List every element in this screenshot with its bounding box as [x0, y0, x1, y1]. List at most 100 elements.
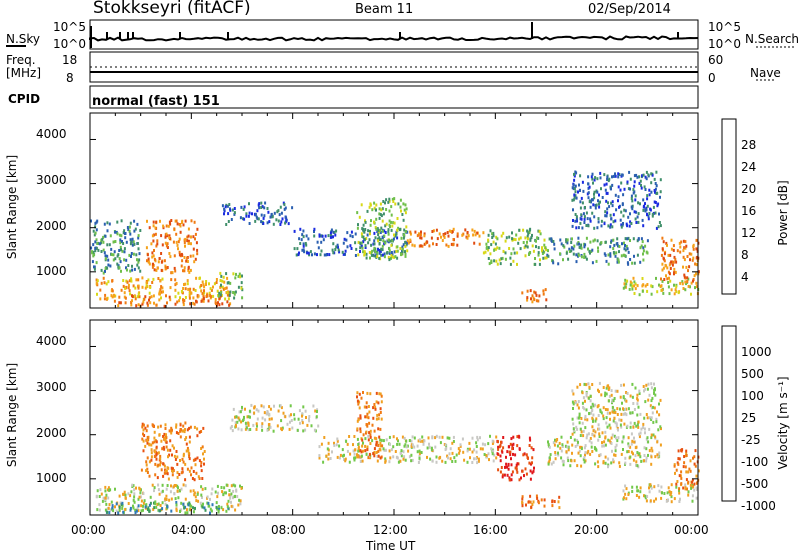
velocity-echo-cell — [567, 459, 570, 463]
velocity-echo-cell — [495, 456, 498, 460]
power-echo-cell — [116, 254, 119, 258]
power-echo-cell — [156, 239, 159, 243]
velocity-echo-cell — [318, 445, 321, 449]
velocity-echo-cell — [376, 454, 379, 458]
velocity-echo-cell — [579, 434, 582, 437]
power-echo-cell — [165, 244, 168, 248]
velocity-echo-cell — [643, 416, 646, 420]
velocity-echo-cell — [577, 440, 579, 444]
power-echo-cell — [600, 219, 603, 223]
velocity-echo-cell — [200, 469, 203, 473]
velocity-echo-cell — [260, 424, 263, 428]
velocity-echo-cell — [200, 447, 203, 450]
power-echo-cell — [324, 234, 327, 238]
power-echo-cell — [498, 246, 501, 250]
velocity-echo-cell — [537, 501, 540, 505]
velocity-echo-cell — [118, 494, 121, 498]
velocity-echo-cell — [255, 408, 258, 412]
power-echo-cell — [689, 258, 691, 262]
power-echo-cell — [155, 303, 158, 307]
power-echo-cell — [91, 260, 94, 264]
power-echo-cell — [547, 254, 550, 258]
velocity-echo-cell — [540, 498, 543, 502]
power-echo-cell — [624, 278, 627, 282]
power-echo-cell — [257, 217, 260, 221]
power-echo-cell — [668, 292, 671, 296]
power-echo-cell — [179, 230, 182, 234]
velocity-echo-cell — [612, 410, 615, 414]
velocity-echo-cell — [560, 435, 563, 439]
power-echo-cell — [184, 282, 187, 286]
velocity-echo-cell — [493, 453, 496, 457]
velocity-echo-cell — [677, 462, 680, 466]
velocity-echo-cell — [604, 461, 607, 465]
power-echo-cell — [160, 252, 163, 255]
velocity-echo-cell — [308, 415, 311, 418]
velocity-echo-cell — [644, 387, 647, 391]
power-echo-cell — [195, 276, 198, 280]
velocity-echo-cell — [369, 435, 372, 439]
power-echo-cell — [302, 248, 305, 252]
power-echo-cell — [526, 229, 529, 233]
velocity-echo-cell — [375, 391, 378, 395]
velocity-echo-cell — [615, 422, 618, 426]
velocity-echo-cell — [115, 502, 118, 506]
velocity-echo-cell — [590, 441, 593, 445]
power-echo-cell — [610, 187, 612, 191]
power-echo-cell — [605, 199, 608, 203]
velocity-echo-cell — [268, 405, 271, 409]
power-echo-cell — [279, 223, 282, 226]
velocity-echo-cell — [576, 403, 579, 407]
power-echo-cell — [372, 253, 375, 257]
power-echo-cell — [390, 251, 393, 254]
velocity-echo-cell — [399, 459, 402, 463]
velocity-echo-cell — [457, 447, 460, 451]
power-echo-cell — [369, 256, 371, 260]
velocity-echo-cell — [181, 467, 184, 471]
velocity-echo-cell — [515, 468, 518, 472]
power-echo-cell — [690, 292, 692, 296]
power-echo-cell — [377, 247, 380, 251]
power-echo-cell — [580, 243, 583, 247]
power-echo-cell — [670, 288, 673, 292]
power-echo-cell — [583, 221, 586, 224]
power-echo-cell — [609, 225, 612, 229]
velocity-echo-cell — [567, 445, 570, 449]
power-echo-cell — [169, 222, 172, 226]
power-echo-cell — [305, 243, 308, 247]
power-echo-cell — [373, 254, 376, 258]
velocity-echo-layer — [95, 381, 700, 515]
power-echo-cell — [536, 236, 539, 240]
velocity-echo-cell — [648, 427, 651, 431]
velocity-echo-cell — [382, 439, 385, 443]
velocity-echo-cell — [193, 493, 196, 497]
velocity-echo-cell — [580, 430, 583, 434]
power-echo-cell — [518, 228, 521, 232]
power-echo-cell — [628, 170, 631, 174]
power-echo-cell — [684, 240, 687, 244]
velocity-echo-cell — [420, 451, 423, 454]
velocity-echo-cell — [648, 490, 651, 494]
power-echo-cell — [654, 201, 657, 204]
power-echo-cell — [609, 185, 612, 189]
velocity-echo-cell — [659, 398, 662, 402]
power-echo-cell — [194, 232, 197, 236]
power-echo-cell — [603, 252, 606, 256]
power-echo-cell — [688, 265, 691, 269]
power-echo-cell — [560, 242, 563, 246]
velocity-echo-cell — [576, 385, 579, 389]
power-echo-cell — [313, 227, 316, 231]
power-echo-cell — [151, 251, 154, 255]
velocity-echo-cell — [652, 420, 655, 424]
power-echo-cell — [344, 249, 347, 253]
velocity-echo-cell — [371, 423, 374, 427]
velocity-echo-cell — [384, 448, 387, 452]
power-echo-cell — [336, 243, 339, 247]
power-echo-cell — [592, 239, 595, 243]
power-echo-cell — [127, 228, 130, 231]
power-echo-cell — [509, 256, 512, 260]
power-echo-cell — [682, 255, 685, 259]
velocity-echo-cell — [640, 459, 643, 463]
power-echo-cell — [534, 262, 537, 266]
velocity-echo-cell — [188, 426, 191, 430]
